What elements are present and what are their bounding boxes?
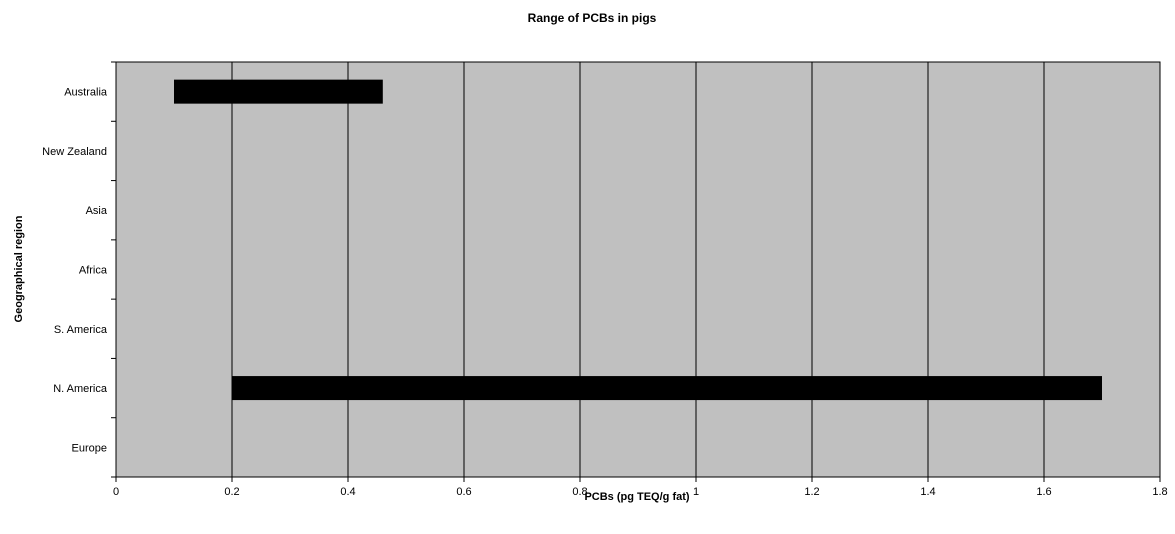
x-tick-label: 0.2 <box>224 486 239 498</box>
x-tick-label: 0.6 <box>456 486 471 498</box>
chart-title: Range of PCBs in pigs <box>528 11 657 25</box>
x-tick-label: 1 <box>693 486 699 498</box>
x-axis-ticks <box>115 477 1161 482</box>
y-axis-ticks <box>111 61 116 478</box>
range-bar <box>174 79 383 104</box>
x-tick-label: 1.2 <box>804 486 819 498</box>
y-tick-label: New Zealand <box>42 146 107 158</box>
range-bar <box>232 376 1102 401</box>
plot-area <box>115 61 1161 478</box>
grid-lines <box>231 62 1045 477</box>
x-axis-tick-labels: 0 0.2 0.4 0.6 0.8 1 1.2 1.4 1.6 1.8 <box>113 486 1168 498</box>
x-tick-label: 1.6 <box>1036 486 1051 498</box>
y-tick-label: Africa <box>79 265 108 277</box>
x-tick-label: 1.4 <box>920 486 935 498</box>
y-tick-label: S. America <box>54 324 108 336</box>
x-tick-label: 0.8 <box>572 486 587 498</box>
x-tick-label: 1.8 <box>1152 486 1167 498</box>
y-tick-label: Europe <box>72 442 107 454</box>
y-tick-label: Asia <box>86 205 108 217</box>
range-bars <box>174 79 1102 401</box>
x-tick-label: 0.4 <box>340 486 355 498</box>
x-axis-label: PCBs (pg TEQ/g fat) <box>584 491 689 503</box>
y-tick-label: N. America <box>53 383 108 395</box>
x-tick-label: 0 <box>113 486 119 498</box>
y-axis-tick-labels: Australia New Zealand Asia Africa S. America… <box>42 87 108 455</box>
y-tick-label: Australia <box>64 87 108 99</box>
y-axis-label: Geographical region <box>13 215 25 322</box>
